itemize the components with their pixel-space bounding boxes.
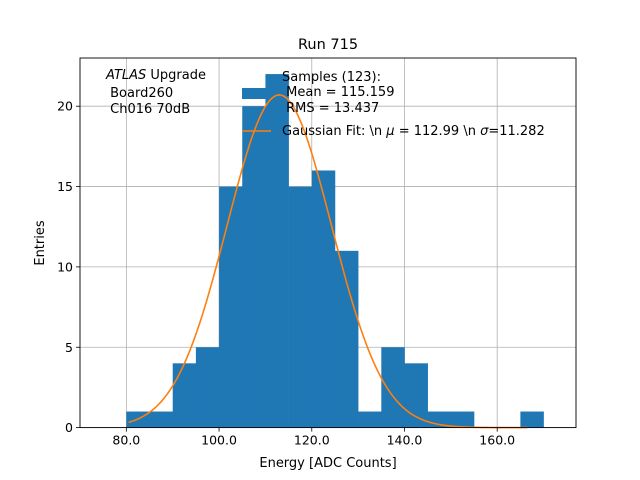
legend-fit-mu: μ bbox=[385, 124, 394, 139]
legend-fit-sigma: σ bbox=[480, 124, 489, 139]
y-axis-label: Entries bbox=[33, 220, 48, 266]
legend-fit-label: Gaussian Fit: \n μ = 112.99 \n σ=11.282 bbox=[282, 124, 545, 139]
annotation-italic: ATLAS bbox=[105, 68, 146, 83]
histogram-bar bbox=[265, 74, 289, 428]
legend-fit-mid: = 112.99 \n bbox=[395, 124, 481, 139]
histogram-bar bbox=[242, 106, 266, 428]
y-tick-label: 20 bbox=[57, 99, 73, 114]
x-tick-label: 80.0 bbox=[112, 433, 140, 448]
plot-frame bbox=[79, 57, 577, 429]
histogram-bar bbox=[219, 186, 243, 428]
y-tick-label: 0 bbox=[65, 420, 73, 435]
x-tick-label: 160.0 bbox=[479, 433, 515, 448]
histogram-bar bbox=[311, 170, 336, 428]
y-axis-ticks: 0 5 10 15 20 bbox=[57, 99, 80, 435]
histogram-bar bbox=[195, 347, 220, 428]
legend-hist-line-3: RMS = 13.437 bbox=[282, 101, 379, 116]
x-axis-label: Energy [ADC Counts] bbox=[259, 456, 396, 471]
histogram-bar bbox=[334, 250, 359, 428]
annotation-rest: Upgrade bbox=[146, 68, 206, 83]
histogram-bar bbox=[450, 411, 475, 428]
histogram-bars bbox=[126, 74, 544, 428]
x-tick-label: 100.0 bbox=[201, 433, 237, 448]
chart-title: Run 715 bbox=[298, 37, 358, 53]
y-tick-label: 10 bbox=[57, 259, 73, 274]
histogram-bar bbox=[172, 363, 197, 428]
legend-histogram-patch bbox=[242, 88, 270, 99]
annotation: ATLAS Upgrade Board260 Ch016 70dB bbox=[105, 68, 206, 117]
histogram-bar bbox=[520, 411, 544, 428]
legend-fit-end: =11.282 bbox=[488, 124, 544, 139]
y-tick-label: 5 bbox=[65, 340, 73, 355]
y-tick-label: 15 bbox=[57, 179, 73, 194]
annotation-line-1: ATLAS Upgrade bbox=[105, 68, 206, 83]
legend-hist-line-1: Samples (123): bbox=[282, 70, 381, 85]
histogram-bar bbox=[288, 186, 313, 428]
annotation-line-3: Ch016 70dB bbox=[106, 102, 190, 117]
x-axis-ticks: 80.0 100.0 120.0 140.0 160.0 bbox=[112, 427, 515, 448]
annotation-line-2: Board260 bbox=[106, 86, 173, 101]
histogram-bar bbox=[381, 347, 405, 428]
histogram-bar bbox=[404, 363, 428, 428]
legend-fit-prefix: Gaussian Fit: \n bbox=[282, 124, 386, 139]
x-tick-label: 140.0 bbox=[387, 433, 423, 448]
legend-hist-line-2: Mean = 115.159 bbox=[282, 85, 394, 100]
x-tick-label: 120.0 bbox=[294, 433, 330, 448]
gaussian-fit-curve bbox=[128, 94, 528, 429]
legend: Samples (123): Mean = 115.159 RMS = 13.4… bbox=[242, 70, 545, 139]
histogram-bar bbox=[358, 411, 382, 428]
histogram-bar bbox=[149, 411, 174, 428]
